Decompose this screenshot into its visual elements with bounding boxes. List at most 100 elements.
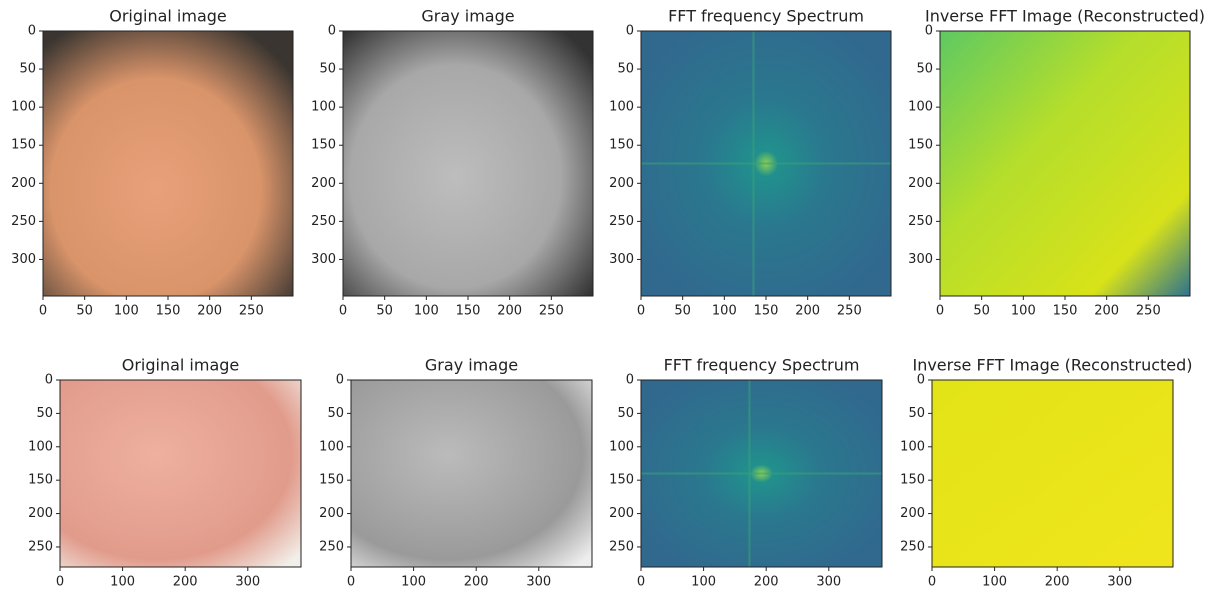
- y-tick-label: 150: [900, 473, 925, 488]
- y-tick-label: 50: [617, 62, 634, 77]
- x-tick-label: 100: [414, 304, 439, 319]
- axes-title: Inverse FFT Image (Reconstructed): [912, 356, 1192, 375]
- y-tick-label: 150: [609, 138, 634, 153]
- y-tick-label: 100: [11, 100, 36, 115]
- x-tick-label: 150: [754, 304, 779, 319]
- y-tick-label: 250: [11, 214, 36, 229]
- axes-title: Original image: [122, 356, 240, 375]
- x-tick-label: 100: [691, 575, 716, 590]
- x-tick-label: 100: [982, 575, 1007, 590]
- y-tick-label: 100: [908, 100, 933, 115]
- x-tick-label: 100: [712, 304, 737, 319]
- y-tick-label: 100: [311, 100, 336, 115]
- y-tick-label: 50: [36, 406, 53, 421]
- y-tick-label: 250: [28, 539, 53, 554]
- y-tick-label: 50: [327, 406, 344, 421]
- x-tick-label: 300: [235, 575, 260, 590]
- x-tick-label: 0: [56, 575, 64, 590]
- y-tick-label: 200: [311, 176, 336, 191]
- x-tick-label: 250: [239, 304, 264, 319]
- y-tick-label: 0: [626, 373, 634, 388]
- y-tick-label: 0: [336, 373, 344, 388]
- y-tick-label: 0: [925, 24, 933, 39]
- y-tick-label: 0: [917, 373, 925, 388]
- x-tick-label: 250: [539, 304, 564, 319]
- y-tick-label: 250: [908, 214, 933, 229]
- y-tick-label: 250: [311, 214, 336, 229]
- y-tick-label: 50: [908, 406, 925, 421]
- y-tick-label: 50: [617, 406, 634, 421]
- x-tick-label: 50: [76, 304, 93, 319]
- y-tick-label: 200: [908, 176, 933, 191]
- y-tick-label: 50: [319, 62, 336, 77]
- y-tick-label: 200: [319, 506, 344, 521]
- y-tick-label: 150: [11, 138, 36, 153]
- x-tick-label: 150: [456, 304, 481, 319]
- y-tick-label: 200: [900, 506, 925, 521]
- x-tick-label: 100: [401, 575, 426, 590]
- x-tick-label: 200: [795, 304, 820, 319]
- x-tick-label: 0: [936, 304, 944, 319]
- y-tick-label: 300: [908, 252, 933, 267]
- x-tick-label: 200: [754, 575, 779, 590]
- axes-title: FFT frequency Spectrum: [664, 356, 860, 375]
- y-tick-label: 150: [319, 473, 344, 488]
- y-tick-label: 100: [319, 439, 344, 454]
- x-tick-label: 100: [110, 575, 135, 590]
- y-tick-label: 150: [908, 138, 933, 153]
- x-tick-label: 150: [156, 304, 181, 319]
- y-tick-label: 200: [609, 506, 634, 521]
- x-tick-label: 200: [1045, 575, 1070, 590]
- y-tick-label: 0: [626, 24, 634, 39]
- y-tick-label: 300: [609, 252, 634, 267]
- axes-title: FFT frequency Spectrum: [668, 7, 864, 26]
- y-tick-label: 150: [609, 473, 634, 488]
- x-tick-label: 50: [973, 304, 990, 319]
- axes-title: Gray image: [421, 7, 514, 26]
- y-tick-label: 150: [28, 473, 53, 488]
- y-tick-label: 250: [900, 539, 925, 554]
- x-tick-label: 200: [1094, 304, 1119, 319]
- x-tick-label: 0: [928, 575, 936, 590]
- x-tick-label: 200: [497, 304, 522, 319]
- y-tick-label: 250: [609, 539, 634, 554]
- x-tick-label: 0: [39, 304, 47, 319]
- image: [940, 31, 1190, 296]
- x-tick-label: 300: [526, 575, 551, 590]
- image: [351, 380, 592, 567]
- x-tick-label: 100: [1011, 304, 1036, 319]
- y-tick-label: 100: [28, 439, 53, 454]
- y-tick-label: 100: [609, 100, 634, 115]
- axes-title: Gray image: [425, 356, 518, 375]
- x-tick-label: 200: [197, 304, 222, 319]
- x-tick-label: 0: [637, 575, 645, 590]
- x-tick-label: 250: [1136, 304, 1161, 319]
- figure: Original image 0 50 100 150 200 250 0 50 100 150 20…: [0, 0, 1208, 591]
- x-tick-label: 200: [173, 575, 198, 590]
- y-tick-label: 250: [319, 539, 344, 554]
- x-tick-label: 150: [1053, 304, 1078, 319]
- y-tick-label: 50: [19, 62, 36, 77]
- y-tick-label: 200: [28, 506, 53, 521]
- image: [343, 31, 593, 296]
- x-tick-label: 0: [339, 304, 347, 319]
- y-tick-label: 0: [328, 24, 336, 39]
- image: [43, 31, 293, 296]
- axes-title: Inverse FFT Image (Reconstructed): [925, 7, 1205, 26]
- axes-title: Original image: [109, 7, 227, 26]
- y-tick-label: 200: [11, 176, 36, 191]
- y-tick-label: 300: [311, 252, 336, 267]
- x-tick-label: 250: [837, 304, 862, 319]
- x-tick-label: 300: [1107, 575, 1132, 590]
- y-tick-label: 300: [11, 252, 36, 267]
- y-tick-label: 0: [45, 373, 53, 388]
- image: [932, 380, 1173, 567]
- x-tick-label: 50: [674, 304, 691, 319]
- y-tick-label: 250: [609, 214, 634, 229]
- y-tick-label: 100: [609, 439, 634, 454]
- x-tick-label: 200: [464, 575, 489, 590]
- x-tick-label: 0: [347, 575, 355, 590]
- y-tick-label: 200: [609, 176, 634, 191]
- y-tick-label: 50: [916, 62, 933, 77]
- x-tick-label: 50: [376, 304, 393, 319]
